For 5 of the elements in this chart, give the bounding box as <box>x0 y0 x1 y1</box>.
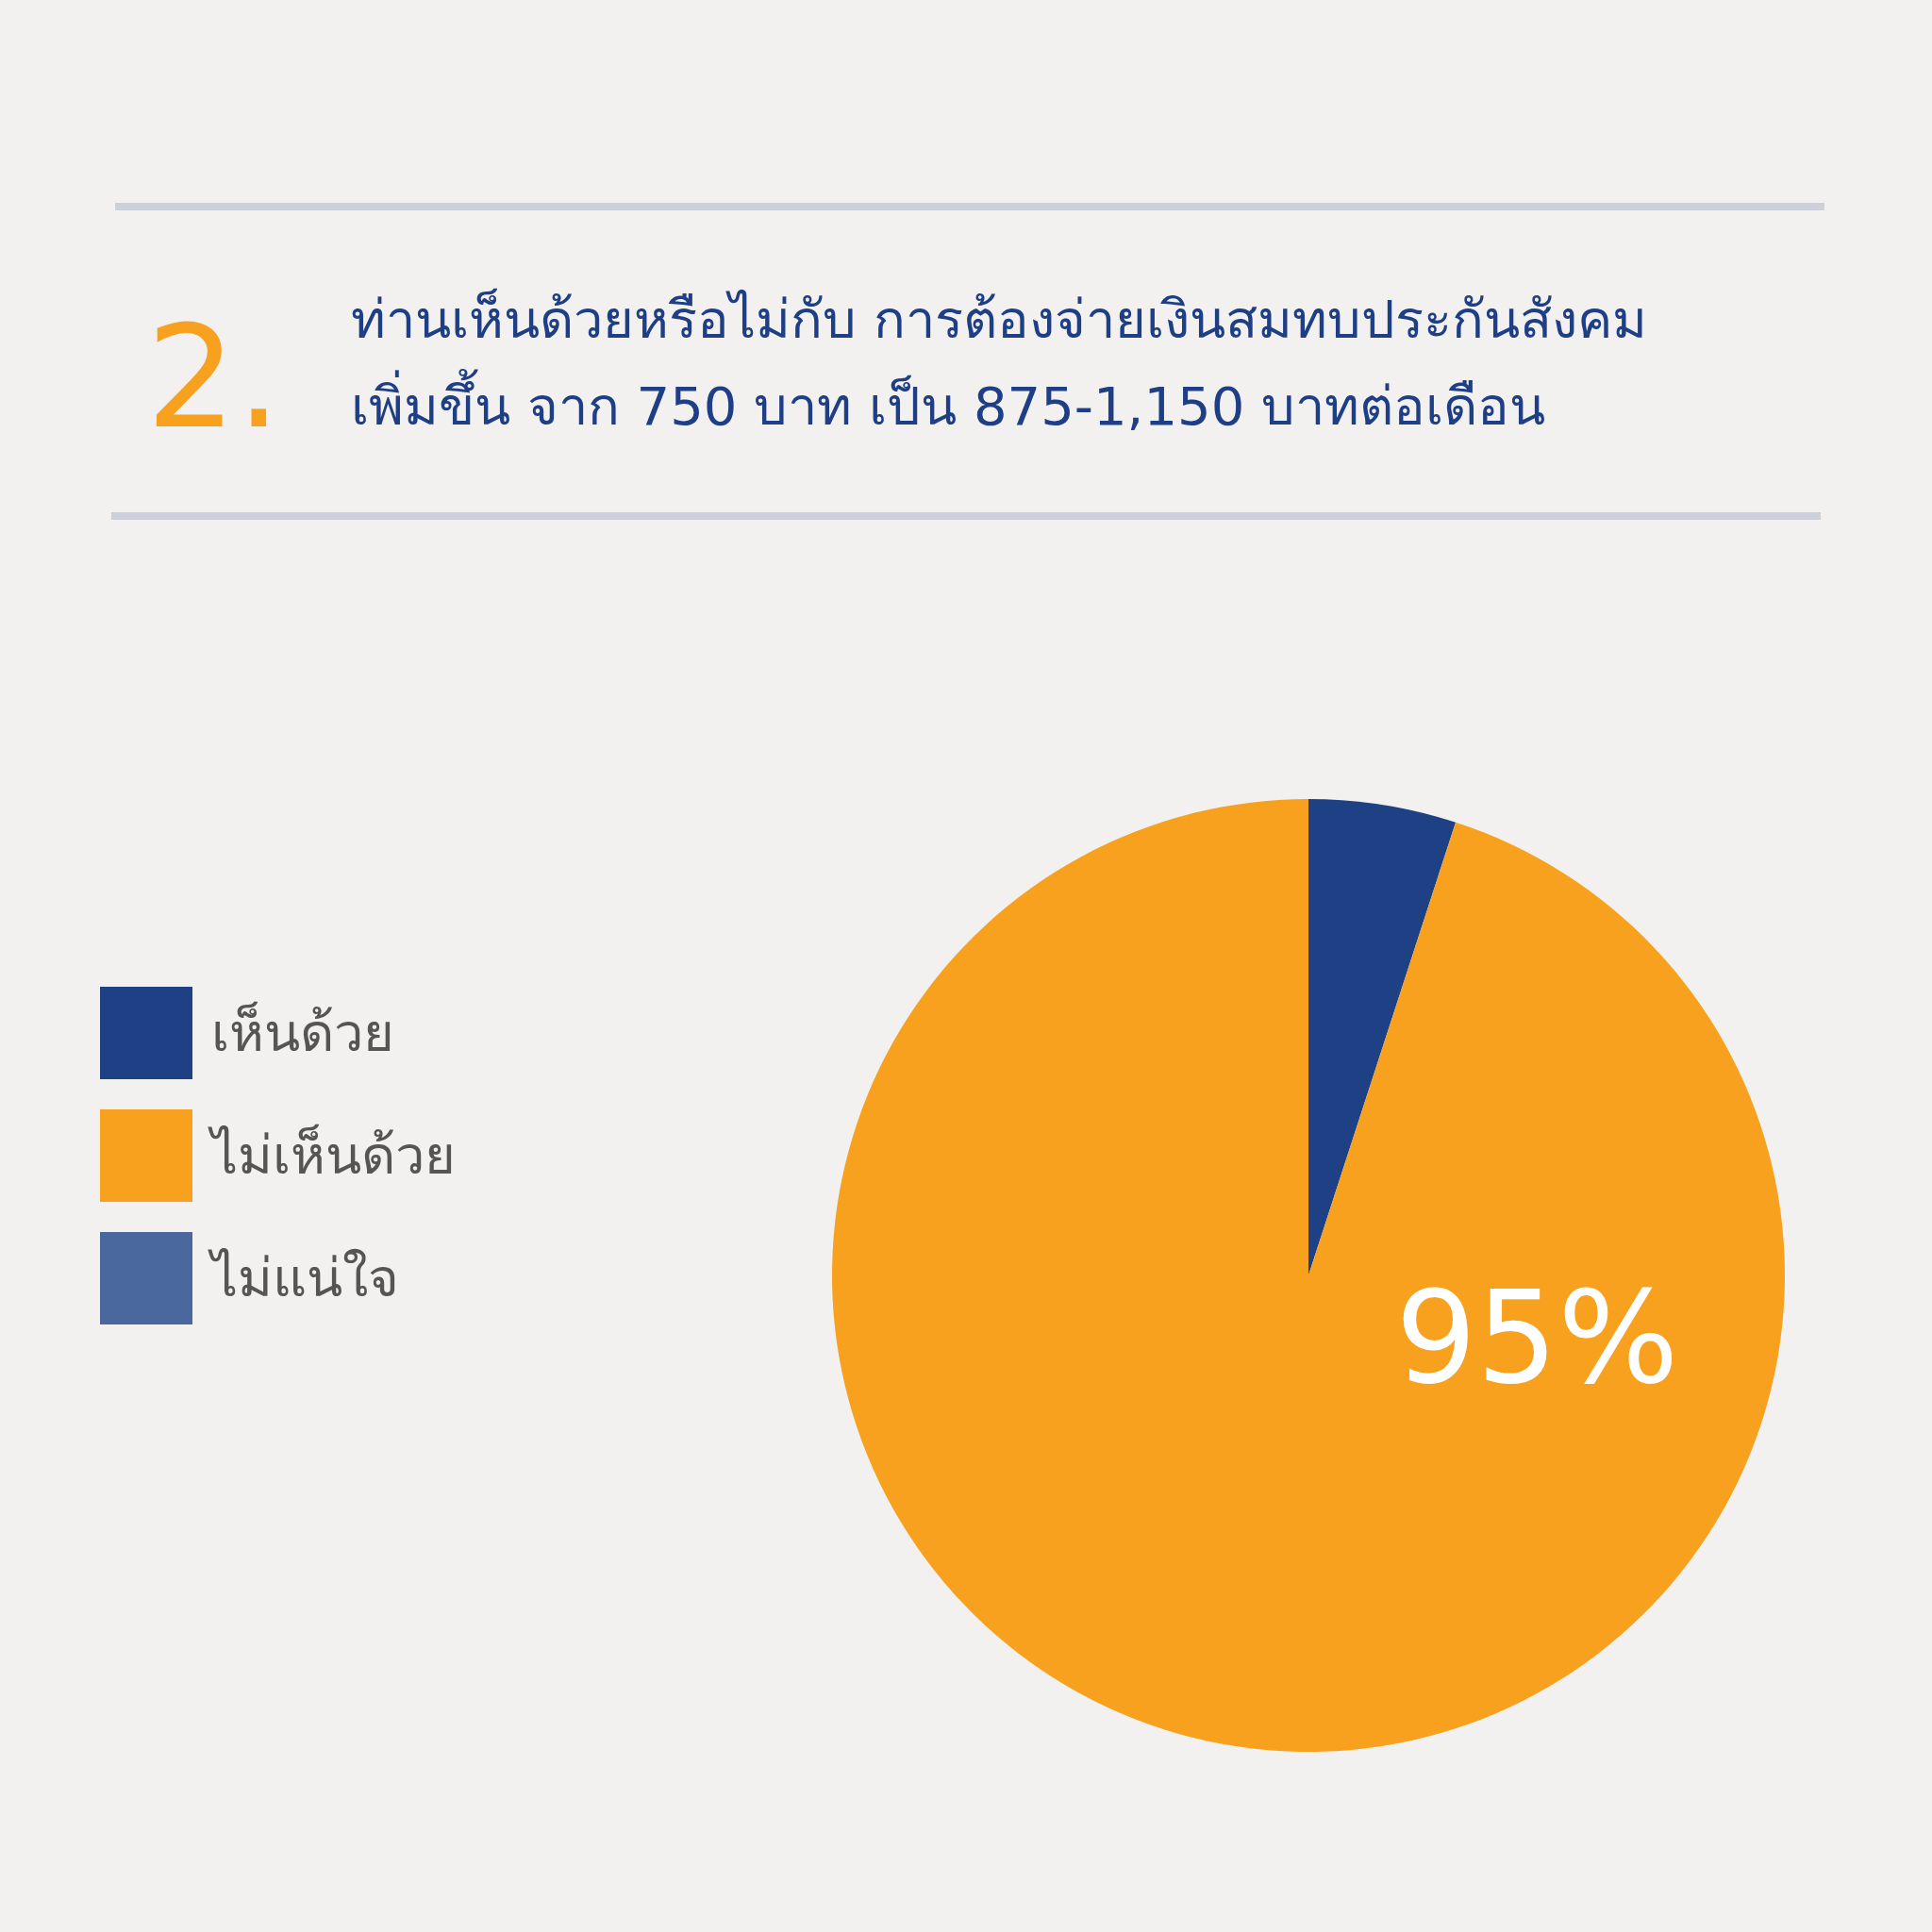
legend-label: ไม่แน่ใจ <box>208 1247 399 1308</box>
chart-title: 2. ท่านเห็นด้วยหรือไม่กับ การต้องจ่ายเงินสมทบประกันสังคม เพิ่มขึ้น จาก 750 บาท เป็น 875-1,150 บาทต่อเดือน <box>146 288 1647 459</box>
legend-label: ไม่เห็นด้วย <box>208 1124 456 1186</box>
legend-label: เห็นด้วย <box>211 1001 394 1063</box>
data-label: 95% <box>1395 1263 1679 1412</box>
